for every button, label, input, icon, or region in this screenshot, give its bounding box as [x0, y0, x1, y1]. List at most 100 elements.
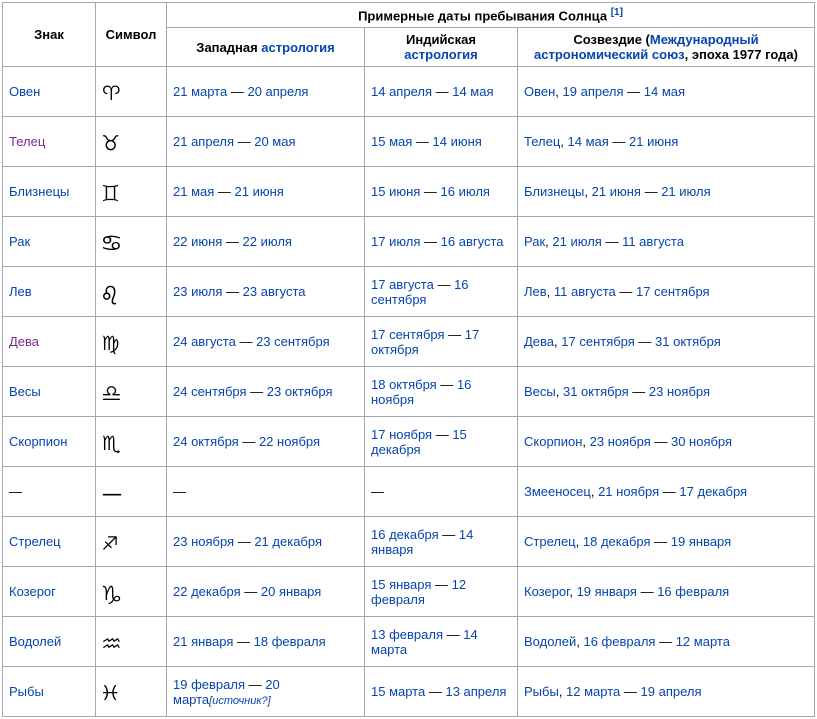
western-date-start[interactable]: 23 ноября	[173, 534, 234, 549]
constellation-date-end[interactable]: 30 ноября	[671, 434, 732, 449]
constellation-date-end[interactable]: 21 июня	[629, 134, 678, 149]
sign-link[interactable]: Стрелец	[9, 534, 61, 549]
western-date-start[interactable]: 22 июня	[173, 234, 222, 249]
constellation-name-link[interactable]: Телец	[524, 134, 560, 149]
sign-link[interactable]: Рыбы	[9, 684, 44, 699]
western-date-start[interactable]: 21 мая	[173, 184, 214, 199]
table-row: Козерог♑22 декабря — 20 января15 января …	[3, 567, 815, 617]
constellation-date-start[interactable]: 23 ноября	[590, 434, 651, 449]
indian-date-start[interactable]: 15 января	[371, 577, 431, 592]
western-date-end[interactable]: 20 апреля	[247, 84, 308, 99]
sign-link[interactable]: Весы	[9, 384, 41, 399]
indian-date-end[interactable]: 14 мая	[452, 84, 493, 99]
constellation-date-end[interactable]: 16 февраля	[657, 584, 729, 599]
constellation-date-end[interactable]: 17 декабря	[679, 484, 747, 499]
indian-date-start[interactable]: 17 августа	[371, 277, 434, 292]
constellation-date-start[interactable]: 19 января	[577, 584, 637, 599]
constellation-date-start[interactable]: 11 августа	[554, 284, 616, 299]
constellation-date-end[interactable]: 31 октября	[655, 334, 721, 349]
indian-date-start[interactable]: 14 апреля	[371, 84, 432, 99]
indian-date-start[interactable]: 18 октября	[371, 377, 437, 392]
western-date-end[interactable]: 20 мая	[254, 134, 295, 149]
indian-date-end[interactable]: 13 апреля	[445, 684, 506, 699]
western-date-start[interactable]: 21 марта	[173, 84, 227, 99]
constellation-date-start[interactable]: 21 июля	[552, 234, 601, 249]
constellation-name-link[interactable]: Водолей	[524, 634, 576, 649]
constellation-date-start[interactable]: 17 сентября	[561, 334, 635, 349]
constellation-date-start[interactable]: 12 марта	[566, 684, 620, 699]
western-date-end[interactable]: 23 сентября	[256, 334, 330, 349]
constellation-name-link[interactable]: Скорпион	[524, 434, 582, 449]
western-date-start[interactable]: 24 августа	[173, 334, 236, 349]
western-date-start[interactable]: 21 января	[173, 634, 233, 649]
indian-date-end[interactable]: 16 августа	[441, 234, 504, 249]
indian-date-start[interactable]: 17 июля	[371, 234, 420, 249]
constellation-name-link[interactable]: Стрелец	[524, 534, 576, 549]
constellation-date-start[interactable]: 19 апреля	[563, 84, 624, 99]
constellation-name-link[interactable]: Овен	[524, 84, 555, 99]
sign-link[interactable]: Скорпион	[9, 434, 67, 449]
cell-western: 21 мая — 21 июня	[167, 167, 365, 217]
indian-date-end[interactable]: 14 июня	[433, 134, 482, 149]
constellation-date-end[interactable]: 14 мая	[644, 84, 685, 99]
constellation-date-end[interactable]: 11 августа	[622, 234, 684, 249]
western-date-start[interactable]: 22 декабря	[173, 584, 241, 599]
indian-date-end[interactable]: 16 июля	[441, 184, 490, 199]
header-ref[interactable]: [1]	[611, 7, 623, 18]
constellation-date-end[interactable]: 12 марта	[676, 634, 730, 649]
indian-date-start[interactable]: 15 марта	[371, 684, 425, 699]
indian-date-start[interactable]: 15 мая	[371, 134, 412, 149]
constellation-name-link[interactable]: Козерог	[524, 584, 569, 599]
sign-link[interactable]: Рак	[9, 234, 30, 249]
indian-date-start[interactable]: 17 сентября	[371, 327, 445, 342]
constellation-date-start[interactable]: 21 ноября	[598, 484, 659, 499]
western-date-end[interactable]: 21 июня	[235, 184, 284, 199]
constellation-date-end[interactable]: 19 апреля	[641, 684, 702, 699]
header-west-link[interactable]: астрология	[261, 40, 334, 55]
sign-link[interactable]: Близнецы	[9, 184, 69, 199]
constellation-date-end[interactable]: 23 ноября	[649, 384, 710, 399]
cell-sign: Козерог	[3, 567, 96, 617]
header-ind-link[interactable]: астрология	[404, 47, 477, 62]
constellation-name-link[interactable]: Близнецы	[524, 184, 584, 199]
constellation-name-link[interactable]: Дева	[524, 334, 554, 349]
western-date-end[interactable]: 20 января	[261, 584, 321, 599]
sign-link[interactable]: Лев	[9, 284, 32, 299]
constellation-name-link[interactable]: Змееносец	[524, 484, 591, 499]
sign-link[interactable]: Козерог	[9, 584, 56, 599]
western-date-end[interactable]: 23 октября	[267, 384, 333, 399]
sign-link[interactable]: Дева	[9, 334, 39, 349]
western-date-end[interactable]: 18 февраля	[254, 634, 326, 649]
constellation-name-link[interactable]: Весы	[524, 384, 556, 399]
sign-link[interactable]: Телец	[9, 134, 45, 149]
western-date-start[interactable]: 24 октября	[173, 434, 239, 449]
western-date-start[interactable]: 24 сентября	[173, 384, 247, 399]
indian-date-start[interactable]: 17 ноября	[371, 427, 432, 442]
cell-indian: 17 ноября — 15 декабря	[365, 417, 518, 467]
constellation-date-end[interactable]: 21 июля	[661, 184, 710, 199]
constellation-date-start[interactable]: 18 декабря	[583, 534, 651, 549]
constellation-date-end[interactable]: 19 января	[671, 534, 731, 549]
western-date-start[interactable]: 21 апреля	[173, 134, 234, 149]
western-date-end[interactable]: 23 августа	[243, 284, 306, 299]
western-date-end[interactable]: 22 ноября	[259, 434, 320, 449]
constellation-date-start[interactable]: 21 июня	[592, 184, 641, 199]
western-date-start[interactable]: 23 июля	[173, 284, 222, 299]
constellation-name-link[interactable]: Рыбы	[524, 684, 559, 699]
indian-date-start[interactable]: 16 декабря	[371, 527, 439, 542]
western-date-start[interactable]: 19 февраля	[173, 677, 245, 692]
indian-date-start[interactable]: 13 февраля	[371, 627, 443, 642]
constellation-date-start[interactable]: 31 октября	[563, 384, 629, 399]
constellation-date-start[interactable]: 14 мая	[568, 134, 609, 149]
constellation-date-start[interactable]: 16 февраля	[583, 634, 655, 649]
constellation-name-link[interactable]: Рак	[524, 234, 545, 249]
western-date-end[interactable]: 21 декабря	[254, 534, 322, 549]
constellation-date-end[interactable]: 17 сентября	[636, 284, 710, 299]
western-date-end[interactable]: 22 июля	[243, 234, 292, 249]
sign-link[interactable]: Водолей	[9, 634, 61, 649]
sign-link[interactable]: Овен	[9, 84, 40, 99]
cell-indian: 14 апреля — 14 мая	[365, 67, 518, 117]
constellation-name-link[interactable]: Лев	[524, 284, 547, 299]
indian-date-start[interactable]: 15 июня	[371, 184, 420, 199]
source-marker[interactable]: [источник?]	[209, 695, 271, 707]
